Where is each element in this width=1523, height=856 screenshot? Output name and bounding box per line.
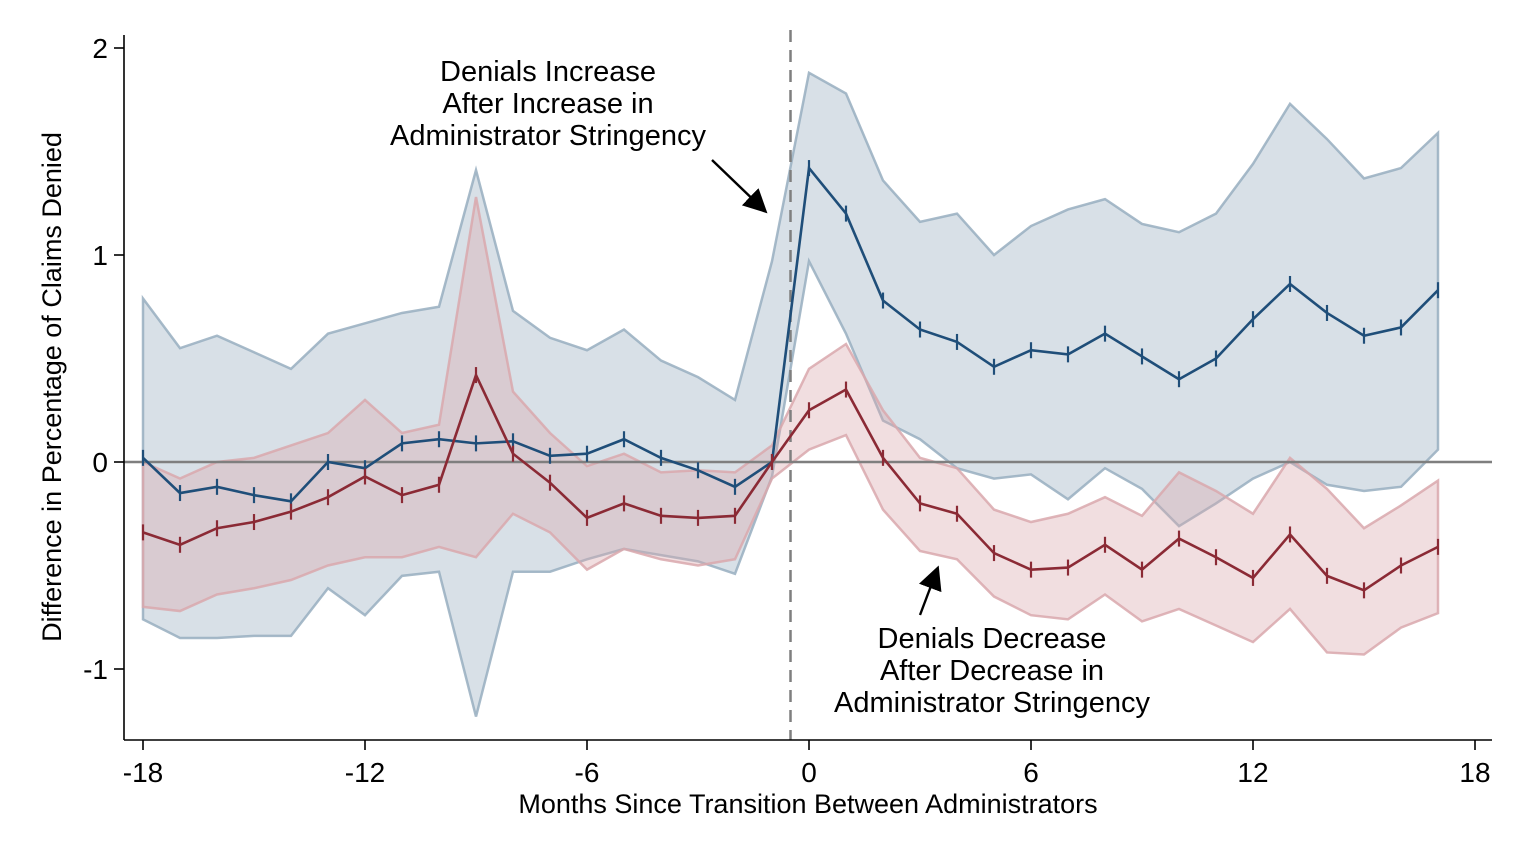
reference-lines: [124, 30, 1492, 740]
annotation-increase-line-3: Administrator Stringency: [390, 120, 706, 152]
x-axis-title: Months Since Transition Between Administ…: [518, 789, 1097, 819]
arrow-increase: [711, 159, 768, 214]
y-tick-label: 2: [92, 33, 108, 64]
annotation-decrease-line-1: Denials Decrease: [878, 623, 1107, 655]
annotation-increase-line-1: Denials Increase: [440, 56, 656, 88]
x-tick-label: 18: [1459, 757, 1490, 788]
x-tick-label: 6: [1023, 757, 1039, 788]
series-line-2: [142, 371, 1439, 592]
confidence-bands: [141, 70, 1440, 717]
arrow-decrease: [918, 565, 942, 616]
x-tick-label: 12: [1237, 757, 1268, 788]
y-tick-label: 0: [92, 447, 108, 478]
x-tick-label: -12: [345, 757, 385, 788]
x-tick-label: -18: [123, 757, 163, 788]
confidence-band-2: [141, 196, 1440, 656]
annotation-decrease-line-3: Administrator Stringency: [834, 687, 1150, 719]
y-axis-title: Difference in Percentage of Claims Denie…: [37, 132, 67, 642]
series-lines: [141, 160, 1440, 599]
x-tick-label: -6: [575, 757, 600, 788]
annotation-increase-line-2: After Increase in: [442, 88, 653, 120]
x-tick-label: 0: [801, 757, 817, 788]
y-tick-label: 1: [92, 240, 108, 271]
y-tick-label: -1: [83, 654, 108, 685]
annotation-decrease-line-2: After Decrease in: [880, 655, 1104, 687]
series-line-1: [142, 164, 1439, 503]
